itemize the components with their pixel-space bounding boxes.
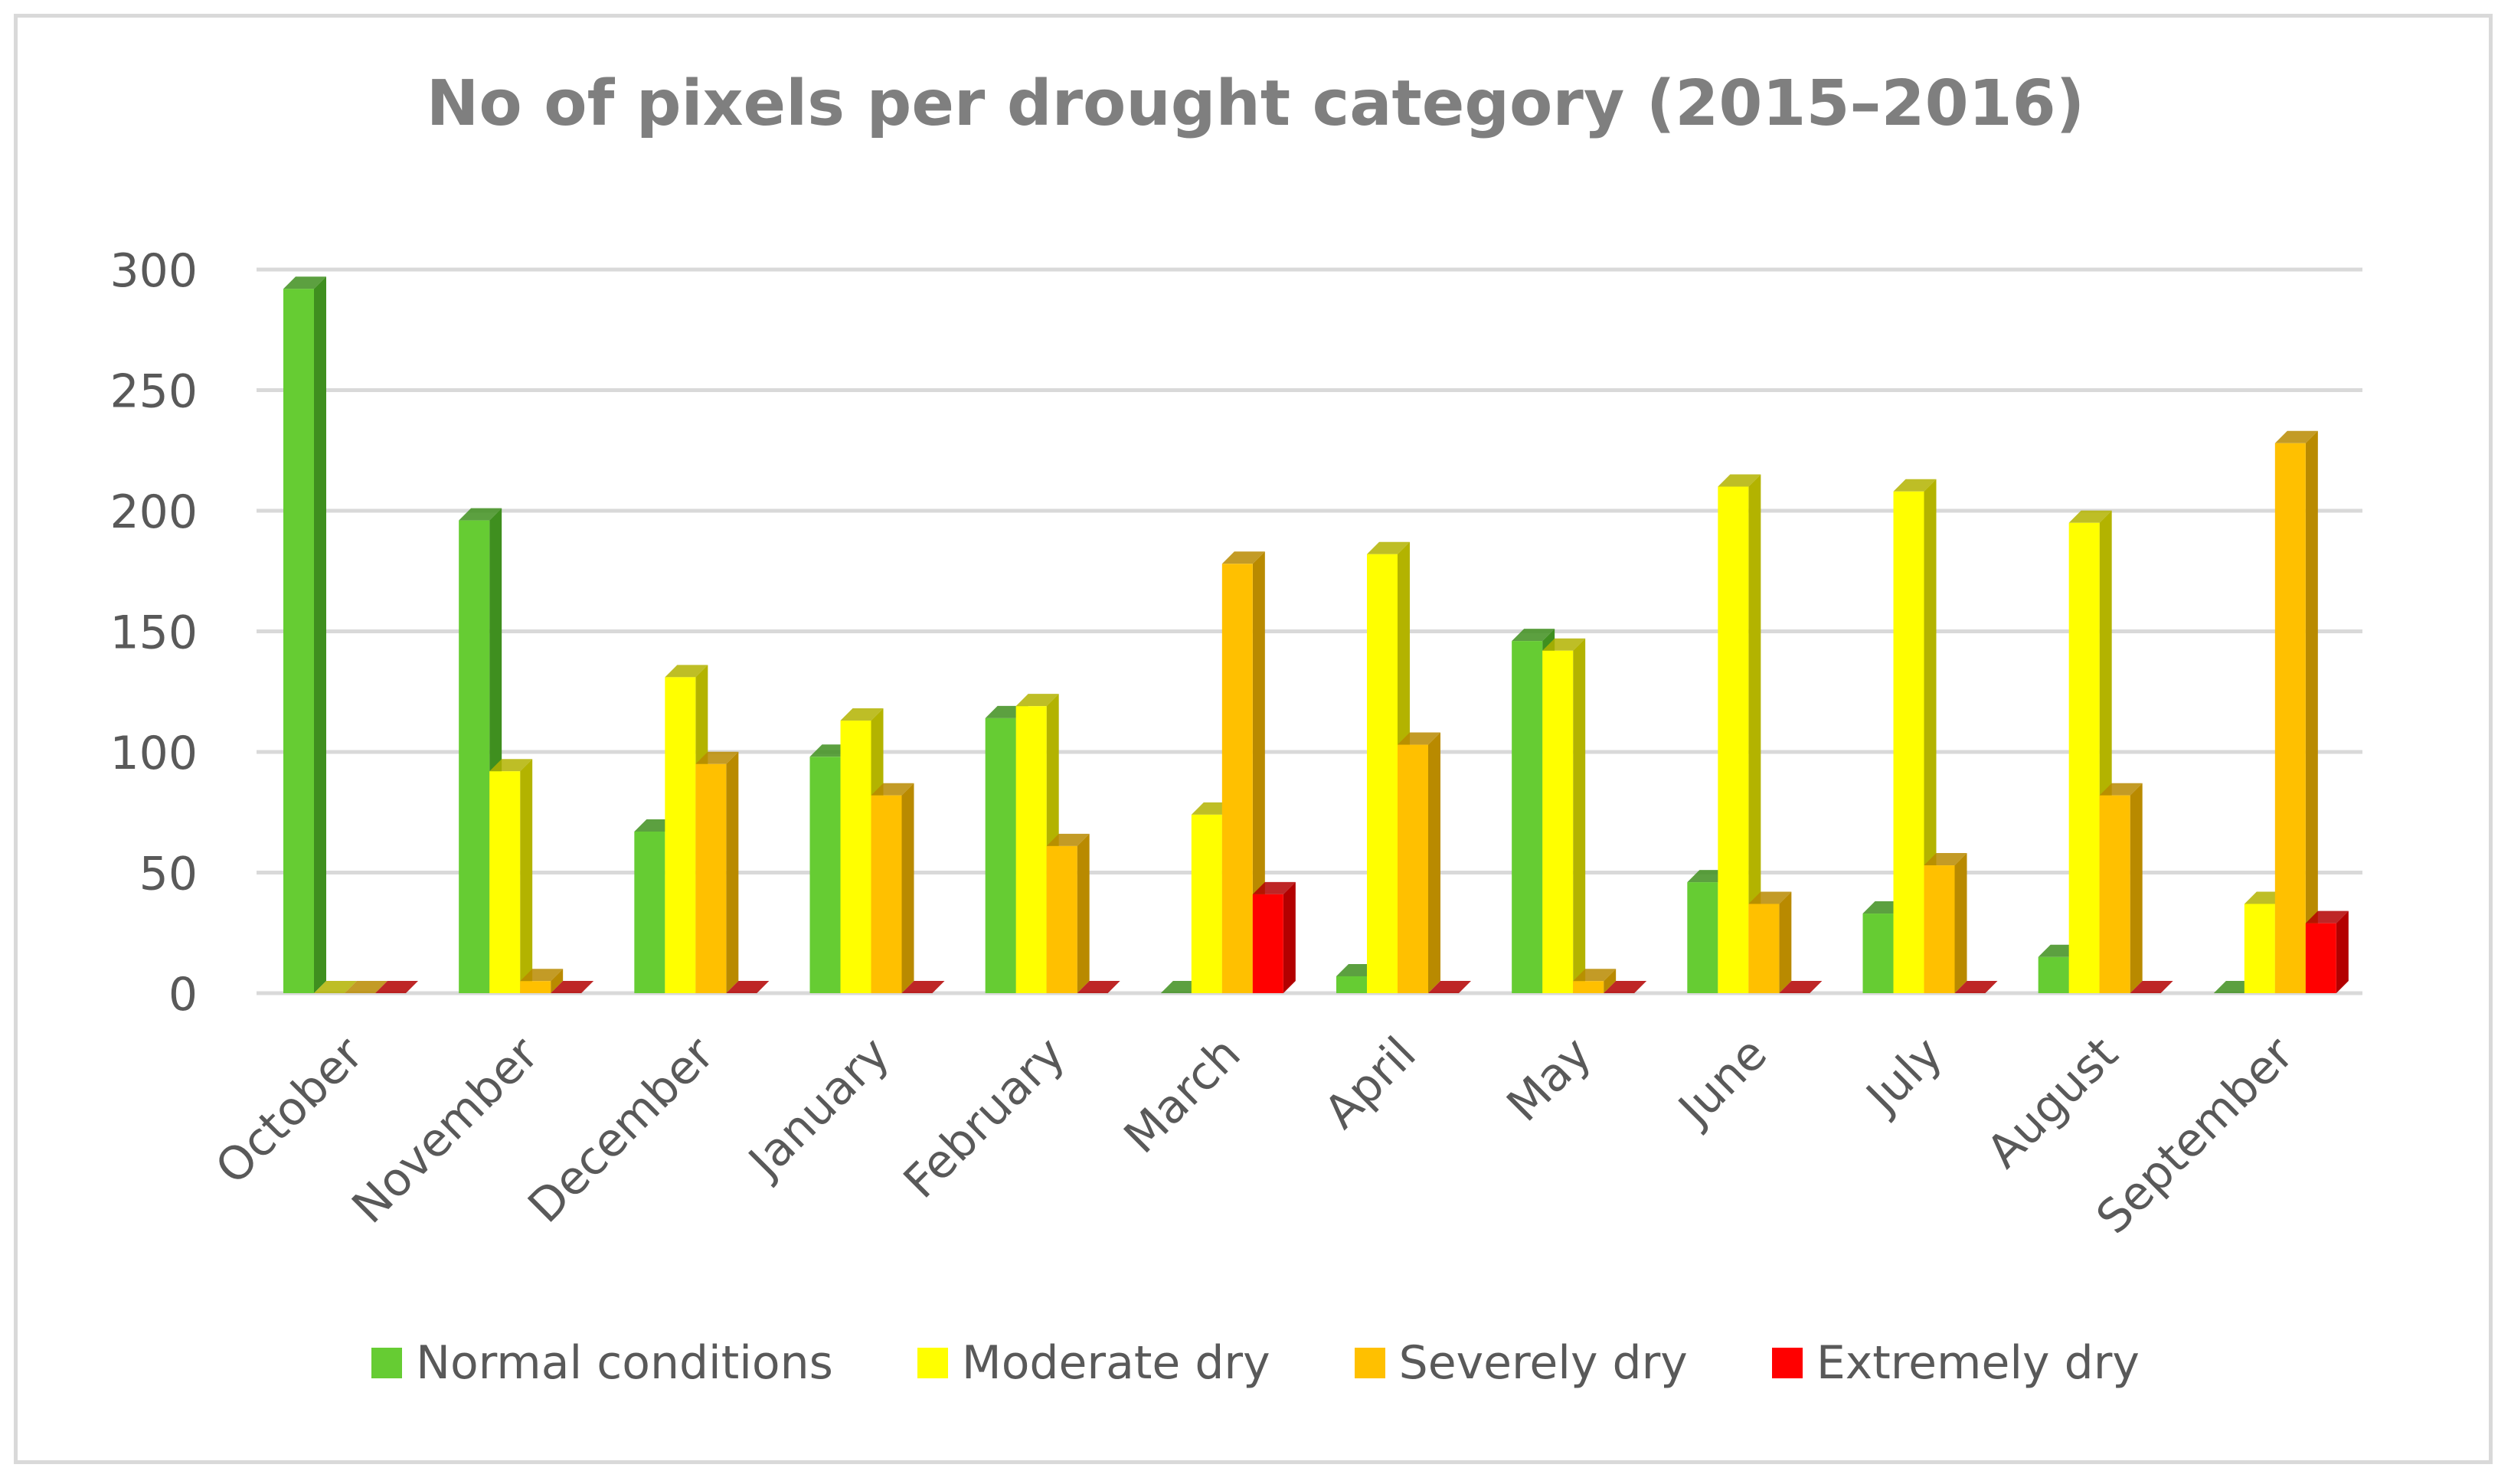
bar-extremely-dry <box>551 981 594 993</box>
bar-severely-dry <box>1573 969 1617 993</box>
y-tick-label: 250 <box>110 365 198 419</box>
x-tick-label: January <box>737 1027 900 1190</box>
bar-extremely-dry <box>726 981 770 993</box>
x-tick-label: October <box>205 1027 374 1195</box>
bar-extremely-dry <box>1779 981 1823 993</box>
y-tick-label: 0 <box>168 968 198 1021</box>
legend-item: Moderate dry <box>917 1336 1270 1390</box>
legend-swatch <box>917 1348 948 1378</box>
legend-label: Moderate dry <box>961 1336 1270 1390</box>
y-tick-label: 150 <box>110 606 198 660</box>
y-tick-label: 300 <box>110 244 198 298</box>
legend-swatch <box>371 1348 403 1378</box>
legend-label: Extremely dry <box>1816 1336 2140 1390</box>
bar-severely-dry <box>1398 732 1440 993</box>
bar-severely-dry <box>1221 551 1265 993</box>
x-tick-label: April <box>1314 1027 1426 1139</box>
legend-item: Normal conditions <box>371 1336 833 1390</box>
legend-swatch <box>1354 1348 1385 1378</box>
x-tick-label: June <box>1666 1027 1777 1138</box>
bar-moderate-dry <box>489 759 533 993</box>
y-tick-label: 50 <box>139 848 198 901</box>
legend-item: Extremely dry <box>1771 1336 2140 1390</box>
chart-title: No of pixels per drought category (2015–… <box>426 67 2085 140</box>
bar-moderate-dry <box>1718 474 1761 993</box>
bar-severely-dry <box>695 751 739 993</box>
bar-severely-dry <box>520 969 564 993</box>
bar-severely-dry <box>2274 430 2318 993</box>
legend-label: Normal conditions <box>416 1336 833 1390</box>
y-tick-label: 100 <box>110 727 198 780</box>
bar-extremely-dry <box>1428 981 1471 993</box>
bar-severely-dry <box>1046 833 1090 993</box>
legend-item: Severely dry <box>1354 1336 1688 1390</box>
bar-extremely-dry <box>1954 981 1998 993</box>
bar-normal-conditions <box>283 276 326 993</box>
bar-extremely-dry <box>2305 910 2349 993</box>
chart-legend: Normal conditions Moderate dry Severely dr… <box>0 1336 2511 1390</box>
bar-severely-dry <box>1924 853 1967 993</box>
x-tick-label: February <box>894 1027 1075 1208</box>
legend-label: Severely dry <box>1398 1336 1688 1390</box>
bar-severely-dry <box>2099 783 2143 993</box>
bar-extremely-dry <box>1252 881 1296 993</box>
bar-severely-dry <box>345 981 387 993</box>
legend-swatch <box>1771 1348 1803 1378</box>
x-tick-label: May <box>1497 1027 1602 1132</box>
bar-severely-dry <box>871 783 914 993</box>
bar-extremely-dry <box>2130 981 2173 993</box>
x-tick-label: July <box>1855 1027 1954 1126</box>
x-tick-label: August <box>1976 1027 2128 1178</box>
bar-normal-conditions <box>459 508 502 993</box>
bar-moderate-dry <box>1542 638 1586 993</box>
bar-extremely-dry <box>1604 981 1647 993</box>
bar-extremely-dry <box>375 981 418 993</box>
y-tick-label: 200 <box>110 485 198 539</box>
bar-extremely-dry <box>1077 981 1120 993</box>
x-tick-label: December <box>518 1027 725 1234</box>
bar-extremely-dry <box>901 981 945 993</box>
bar-severely-dry <box>1748 891 1792 993</box>
x-tick-label: March <box>1114 1027 1251 1164</box>
bar-moderate-dry <box>314 981 357 993</box>
x-tick-label: November <box>342 1027 549 1234</box>
